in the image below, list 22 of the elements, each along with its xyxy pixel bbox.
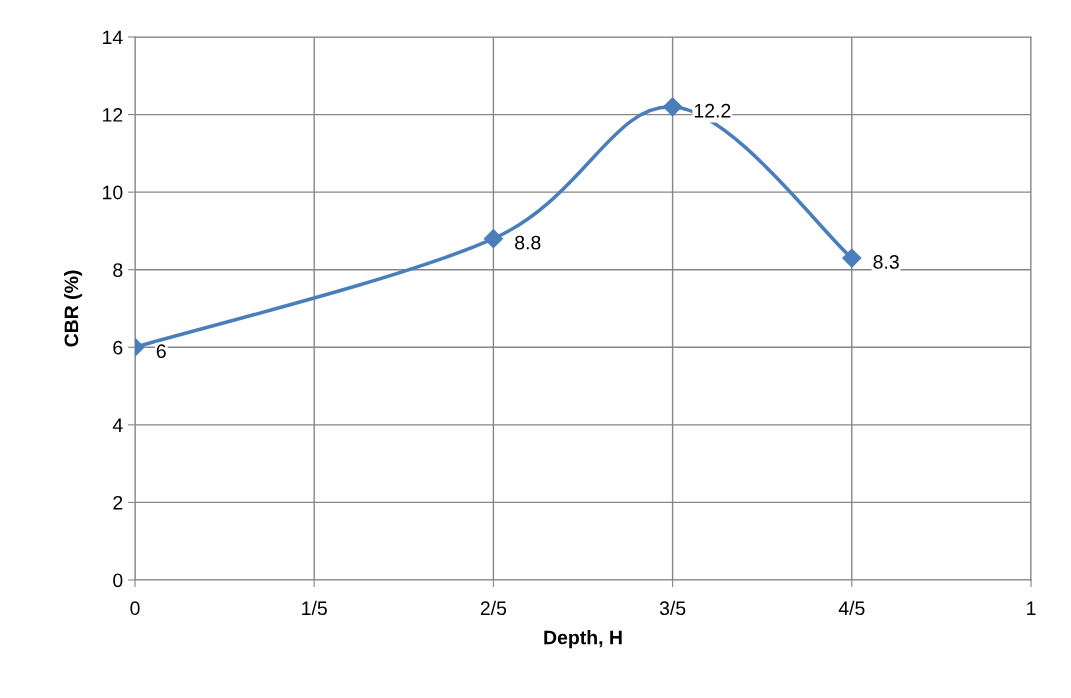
y-tick-label: 10 xyxy=(103,185,123,200)
x-tick-label: 4/5 xyxy=(838,600,865,616)
y-tick-label: 4 xyxy=(112,418,123,432)
y-tick-label: 2 xyxy=(113,495,123,510)
data-label: 8.3 xyxy=(873,255,899,269)
y-axis-title: CBR (%) xyxy=(64,270,83,347)
x-tick-label: 0 xyxy=(130,601,140,616)
y-tick-label: 0 xyxy=(113,573,123,588)
point xyxy=(663,97,683,117)
y-tick-label: 12 xyxy=(103,108,123,122)
y-tick-label: 14 xyxy=(103,30,123,45)
data-label: 6 xyxy=(156,344,166,359)
x-tick-label: 1/5 xyxy=(302,600,327,616)
x-tick-label: 1 xyxy=(1027,601,1036,615)
x-tick-label: 3/5 xyxy=(659,600,686,616)
data-label: 12.2 xyxy=(694,103,731,118)
x-tick-label: 2/5 xyxy=(480,600,507,616)
data-label: 8.8 xyxy=(515,235,541,250)
point xyxy=(842,248,862,268)
y-tick-label: 6 xyxy=(113,340,123,355)
y-tick-label: 8 xyxy=(113,263,123,277)
x-axis-title: Depth, H xyxy=(544,630,622,649)
